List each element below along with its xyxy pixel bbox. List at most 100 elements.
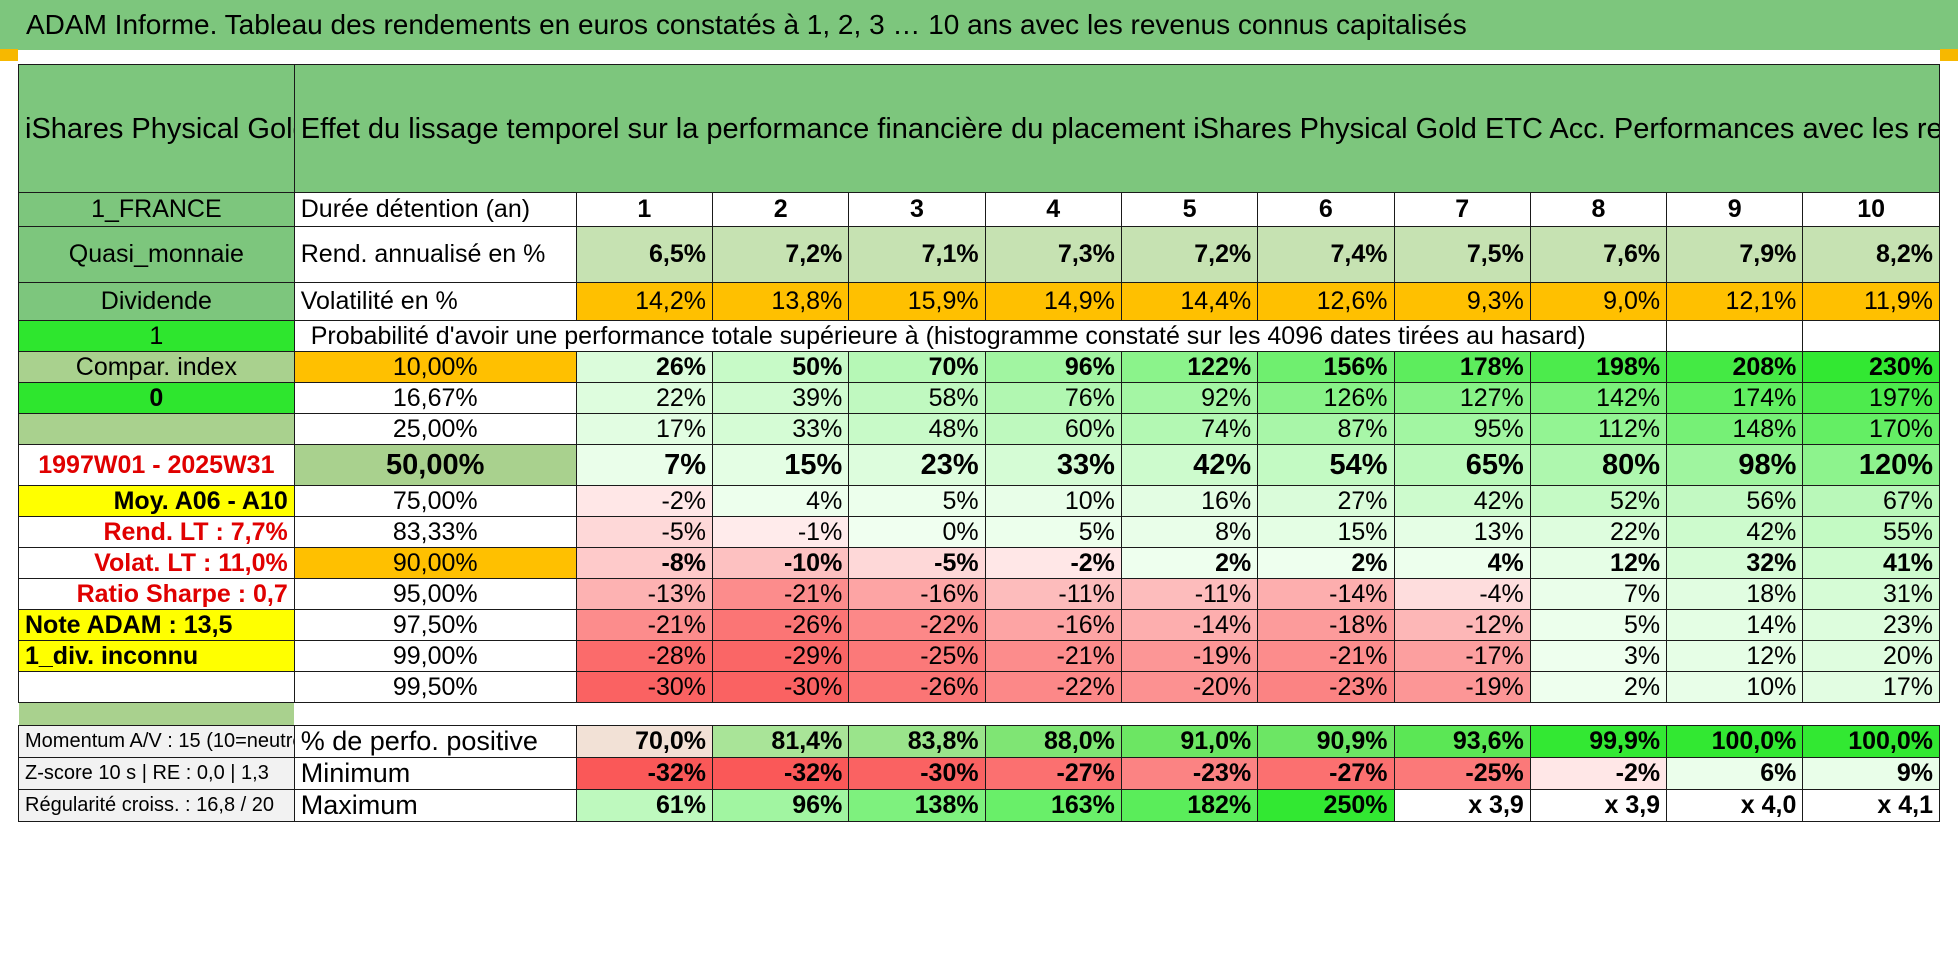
quantile-row: Ratio Sharpe : 0,7 95,00% -13% -21% -16% -11%…: [18, 578, 1940, 610]
quantile-value: -14%: [1120, 609, 1259, 641]
summary-value: 100,0%: [1666, 725, 1804, 758]
quantile-value: 65%: [1393, 444, 1531, 486]
quantile-value: -30%: [712, 671, 850, 703]
quantile-value: 48%: [848, 413, 986, 445]
summary-label: Minimum: [293, 757, 577, 790]
quantile-row: Volat. LT : 11,0% 90,00% -8% -10% -5% -2% 2% 2%…: [18, 547, 1940, 579]
year-header: 9: [1666, 192, 1804, 227]
rend-value: 7,3%: [984, 226, 1122, 283]
quantile-value: 96%: [984, 351, 1122, 383]
quantile-value: 8%: [1120, 516, 1259, 548]
summary-value: 138%: [848, 789, 986, 822]
quantile-value: 5%: [984, 516, 1122, 548]
quantile-row: 25,00% 17% 33% 48% 60% 74% 87% 95% 112% 148% 170%: [18, 413, 1940, 445]
quantile-value: -30%: [575, 671, 714, 703]
quantile-value: -26%: [848, 671, 986, 703]
quantile-value: 58%: [848, 382, 986, 414]
quantile-value: 10%: [1666, 671, 1804, 703]
quantile-value: 2%: [1257, 547, 1395, 579]
quantile-value: -23%: [1257, 671, 1395, 703]
spacer-row: [18, 702, 1940, 726]
quantile-row: 0 16,67% 22% 39% 58% 76% 92% 126% 127% 142% 174% 19…: [18, 382, 1940, 414]
vol-value: 12,6%: [1257, 282, 1395, 321]
quantile-value: 41%: [1802, 547, 1940, 579]
rend-value: 8,2%: [1802, 226, 1940, 283]
quantile-label: 75,00%: [293, 485, 577, 517]
quantile-value: 127%: [1393, 382, 1531, 414]
quantile-value: 42%: [1120, 444, 1259, 486]
quantile-value: 156%: [1257, 351, 1395, 383]
summary-value: x 4,0: [1666, 789, 1804, 822]
quantile-label: 50,00%: [293, 444, 577, 486]
report-title: ADAM Informe. Tableau des rendements en …: [0, 0, 1958, 50]
quantile-value: -14%: [1257, 578, 1395, 610]
quantile-value: 7%: [575, 444, 714, 486]
note-adam: Note ADAM : 13,5: [18, 609, 295, 641]
summary-value: -23%: [1120, 757, 1259, 790]
quantile-value: -17%: [1393, 640, 1531, 672]
quantile-value: -13%: [575, 578, 714, 610]
rend-value: 7,1%: [848, 226, 986, 283]
quantile-value: -5%: [575, 516, 714, 548]
quantile-value: 87%: [1257, 413, 1395, 445]
table-description: Effet du lissage temporel sur la perform…: [293, 64, 1941, 193]
quantile-value: 50%: [712, 351, 850, 383]
quantile-value: 120%: [1802, 444, 1940, 486]
year-header: 6: [1257, 192, 1395, 227]
rend-value: 7,9%: [1666, 226, 1804, 283]
quantile-value: 70%: [848, 351, 986, 383]
quantile-value: 2%: [1120, 547, 1259, 579]
quantile-value: -26%: [712, 609, 850, 641]
moy-label: Moy. A06 - A10: [18, 485, 295, 517]
quantile-value: 0%: [848, 516, 986, 548]
quantile-value: 22%: [575, 382, 714, 414]
quantile-label: 83,33%: [293, 516, 577, 548]
quantile-value: 4%: [1393, 547, 1531, 579]
quantile-value: 39%: [712, 382, 850, 414]
summary-value: 100,0%: [1802, 725, 1940, 758]
sharpe-ratio: Ratio Sharpe : 0,7: [18, 578, 295, 610]
summary-value: 90,9%: [1257, 725, 1395, 758]
regularite: Régularité croiss. : 16,8 / 20: [18, 789, 295, 822]
duree-label: Durée détention (an): [293, 192, 577, 227]
quantile-row: Compar. index 10,00% 26% 50% 70% 96% 122% 156% 1…: [18, 351, 1940, 383]
quantile-value: 33%: [984, 444, 1122, 486]
summary-value: 88,0%: [984, 725, 1122, 758]
quantile-label: 99,50%: [293, 671, 577, 703]
quantile-value: 17%: [575, 413, 714, 445]
quantile-value: 122%: [1120, 351, 1259, 383]
vol-value: 14,2%: [575, 282, 714, 321]
proba-label: Probabilité d'avoir une performance tota…: [293, 320, 1668, 352]
quantile-value: 42%: [1393, 485, 1531, 517]
quantile-value: -21%: [712, 578, 850, 610]
year-header: 2: [712, 192, 850, 227]
summary-value: 81,4%: [712, 725, 850, 758]
zscore: Z-score 10 s | RE : 0,0 | 1,3: [18, 757, 295, 790]
rend-value: 7,4%: [1257, 226, 1395, 283]
quantile-value: -20%: [1120, 671, 1259, 703]
quantile-value: 67%: [1802, 485, 1940, 517]
quantile-value: 15%: [712, 444, 850, 486]
year-header: 1: [575, 192, 714, 227]
year-header: 3: [848, 192, 986, 227]
summary-value: -32%: [575, 757, 714, 790]
quantile-value: 12%: [1529, 547, 1668, 579]
rend-value: 7,2%: [1120, 226, 1259, 283]
summary-label: Maximum: [293, 789, 577, 822]
year-header: 8: [1529, 192, 1668, 227]
quantile-value: 26%: [575, 351, 714, 383]
summary-value: -30%: [848, 757, 986, 790]
quantile-value: -25%: [848, 640, 986, 672]
quantile-value: 27%: [1257, 485, 1395, 517]
vol-value: 9,0%: [1529, 282, 1668, 321]
quantile-value: -8%: [575, 547, 714, 579]
quantile-value: -21%: [984, 640, 1122, 672]
quantile-value: 54%: [1257, 444, 1395, 486]
quantile-value: 80%: [1529, 444, 1668, 486]
quantile-row: Rend. LT : 7,7% 83,33% -5% -1% 0% 5% 8% 15% 13% 2…: [18, 516, 1940, 548]
quantile-value: -22%: [848, 609, 986, 641]
quantile-value: 3%: [1529, 640, 1668, 672]
rend-value: 7,2%: [712, 226, 850, 283]
country: 1_FRANCE: [18, 192, 295, 227]
rend-value: 7,5%: [1393, 226, 1531, 283]
